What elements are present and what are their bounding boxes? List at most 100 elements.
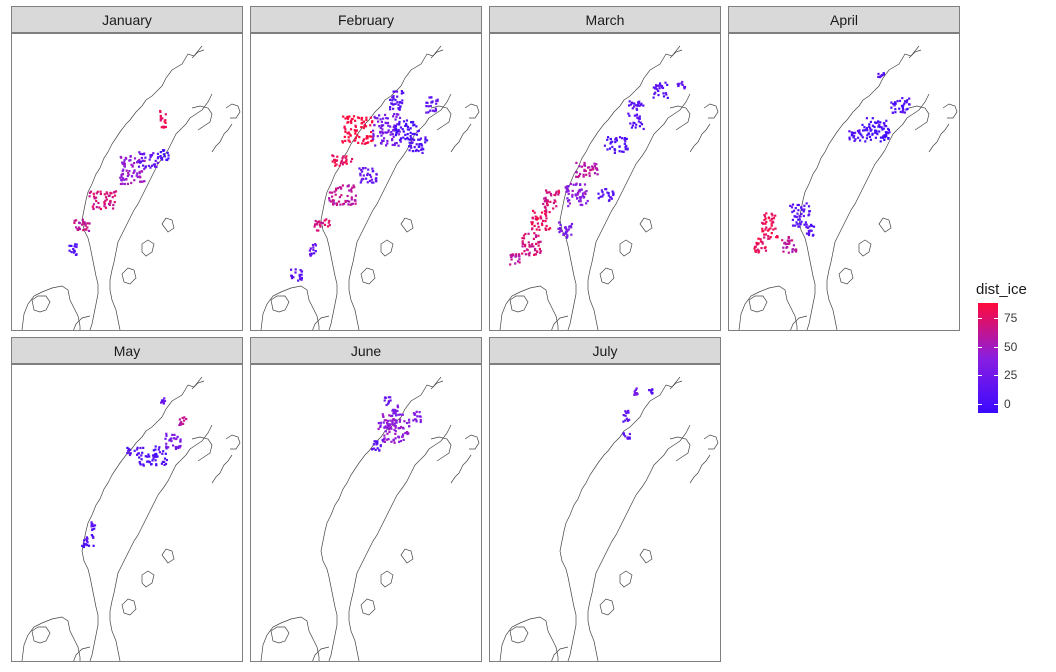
ice-distance-point [553, 199, 556, 202]
ice-distance-point [591, 165, 594, 168]
ice-distance-point [328, 219, 331, 222]
facet-strip-label: March [489, 6, 721, 33]
coastline-outline [161, 548, 175, 564]
ice-distance-point [763, 218, 766, 222]
ice-distance-point [181, 416, 184, 420]
ice-distance-point [163, 460, 166, 463]
ice-distance-point [292, 276, 295, 279]
ice-distance-point [379, 118, 382, 121]
ice-distance-point [805, 223, 808, 226]
ice-distance-point [160, 399, 164, 402]
ice-distance-point [850, 131, 853, 134]
ice-distance-point [350, 118, 353, 121]
ice-distance-point [531, 223, 534, 226]
ice-distance-point [786, 242, 789, 245]
ice-distance-point [395, 131, 398, 134]
ice-distance-point [392, 107, 395, 110]
ice-distance-point [312, 248, 315, 251]
ice-distance-point [808, 230, 811, 233]
ice-distance-point [316, 221, 319, 224]
ice-distance-point [809, 229, 812, 232]
ice-distance-point [883, 134, 886, 137]
ice-distance-point [173, 433, 176, 436]
ice-distance-point [401, 435, 404, 438]
ice-distance-point [345, 160, 348, 163]
ice-distance-point [167, 446, 170, 449]
ice-distance-point [139, 161, 142, 164]
ice-distance-point [882, 127, 885, 130]
ice-distance-point [857, 131, 860, 134]
ice-distance-point [795, 221, 798, 224]
ice-distance-point [791, 250, 794, 253]
ice-distance-point [865, 137, 868, 140]
ice-distance-point [99, 192, 102, 196]
ice-distance-point [891, 111, 894, 114]
coastline-outline [928, 123, 950, 153]
ice-distance-point [353, 186, 356, 189]
ice-distance-point [155, 453, 158, 456]
ice-distance-point [174, 447, 177, 450]
ice-distance-point [791, 218, 794, 221]
coastline-outline [499, 285, 559, 330]
ice-distance-point [530, 245, 533, 248]
ice-distance-point [123, 182, 126, 186]
ice-distance-point [787, 251, 790, 254]
ice-distance-point [343, 135, 346, 138]
ice-distance-point [865, 117, 868, 120]
ice-distance-point [92, 524, 95, 527]
ice-distance-point [346, 132, 349, 135]
ice-distance-point [866, 129, 869, 132]
ice-distance-point [338, 186, 341, 189]
ice-distance-point [565, 187, 568, 190]
ice-distance-point [88, 222, 91, 225]
ice-distance-point [151, 459, 154, 462]
ice-distance-point [89, 190, 93, 193]
ice-distance-point [146, 460, 149, 463]
ice-distance-point [161, 452, 164, 455]
ice-distance-point [138, 462, 142, 465]
ice-distance-point [567, 228, 571, 231]
ice-distance-point [860, 134, 863, 137]
ice-distance-point [109, 201, 112, 204]
ice-distance-point [803, 223, 806, 226]
coastline-outline [211, 123, 233, 153]
ice-distance-point [330, 191, 334, 194]
ice-distance-point [628, 100, 631, 103]
ice-distance-point [885, 133, 888, 136]
ice-distance-point [767, 235, 770, 238]
ice-distance-point [119, 176, 122, 179]
colorbar-tick-label: 50 [1004, 339, 1018, 354]
ice-distance-point [575, 183, 578, 186]
ice-distance-point [791, 239, 794, 242]
ice-distance-point [863, 129, 866, 132]
ice-distance-point [172, 437, 176, 440]
ice-distance-point [634, 104, 637, 107]
ice-distance-point [386, 121, 390, 124]
ice-distance-point [650, 391, 653, 394]
ice-distance-point [579, 203, 582, 206]
ice-distance-point [902, 104, 905, 107]
ice-distance-point [336, 187, 339, 190]
ice-distance-point [575, 175, 578, 178]
ice-distance-point [434, 107, 437, 110]
ice-distance-point [70, 251, 73, 254]
ice-distance-point [877, 125, 880, 128]
ice-distance-point [160, 156, 163, 159]
ice-distance-point [800, 212, 803, 215]
ice-distance-point [763, 236, 766, 239]
ice-distance-point [537, 225, 540, 228]
ice-distance-point [900, 104, 904, 107]
ice-distance-point [409, 138, 412, 141]
ice-distance-point [566, 229, 569, 232]
ice-distance-point [677, 84, 680, 87]
ice-distance-point [399, 101, 402, 104]
ice-distance-point [771, 214, 774, 217]
map-svg [21, 376, 241, 661]
ice-distance-point [146, 455, 149, 458]
ice-distance-point [394, 430, 397, 433]
ice-distance-point [574, 194, 577, 197]
ice-distance-point [360, 126, 363, 129]
ice-distance-point [376, 447, 379, 450]
coastline-outline [191, 105, 213, 131]
ice-distance-point [300, 276, 303, 279]
